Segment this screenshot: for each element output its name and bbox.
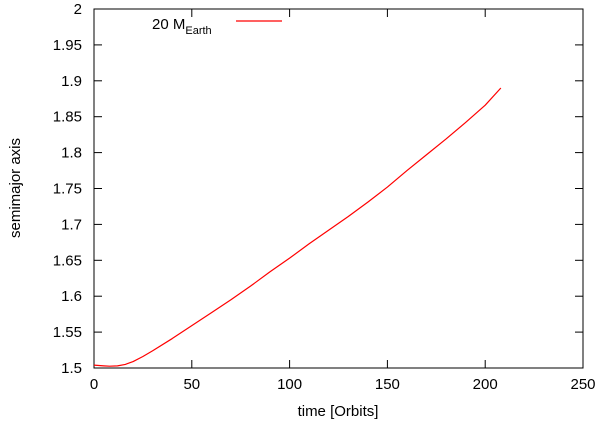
y-tick-labels: 1.5 1.55 1.6 1.65 1.7 1.75 1.8 1.85 1.9 1.95 2 <box>53 1 82 377</box>
legend: 20 MEarth <box>152 16 282 37</box>
y-tick-label: 1.65 <box>53 252 82 269</box>
y-tick-label: 1.5 <box>61 360 82 377</box>
y-tick-label: 1.9 <box>61 73 82 90</box>
y-axis-label: semimajor axis <box>7 138 24 238</box>
legend-label-main: 20 M <box>152 16 185 33</box>
legend-label-sub: Earth <box>185 25 211 37</box>
x-tick-label: 150 <box>375 376 400 393</box>
x-tick-label: 250 <box>570 376 595 393</box>
x-tick-labels: 0 50 100 150 200 250 <box>90 376 596 393</box>
x-tick-label: 200 <box>473 376 498 393</box>
y-tick-label: 1.85 <box>53 109 82 126</box>
legend-label: 20 MEarth <box>152 16 212 37</box>
y-tick-label: 1.75 <box>53 181 82 198</box>
y-tick-label: 1.55 <box>53 324 82 341</box>
x-tick-label: 100 <box>277 376 302 393</box>
series-layer <box>93 87 502 367</box>
y-tick-label: 1.95 <box>53 37 82 54</box>
y-tick-label: 1.6 <box>61 288 82 305</box>
plot-frame <box>93 8 584 369</box>
y-tick-label: 1.8 <box>61 145 82 162</box>
x-tick-label: 0 <box>90 376 98 393</box>
axis-ticks <box>93 8 584 369</box>
series-line <box>93 87 502 367</box>
x-axis-label: time [Orbits] <box>298 403 379 420</box>
y-tick-label: 2 <box>74 1 82 18</box>
y-tick-label: 1.7 <box>61 216 82 233</box>
x-tick-label: 50 <box>183 376 200 393</box>
